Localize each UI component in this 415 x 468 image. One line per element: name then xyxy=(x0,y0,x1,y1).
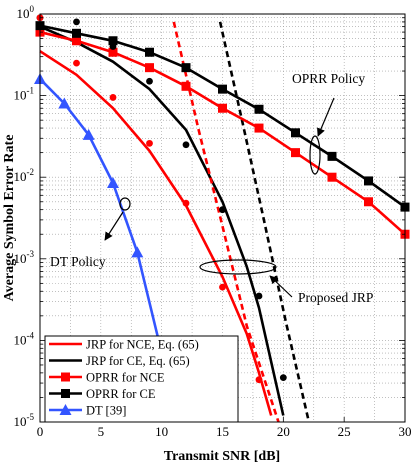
legend-label: OPRR for NCE xyxy=(86,371,165,385)
series-line xyxy=(39,25,285,416)
y-tick-label: 100 xyxy=(17,4,35,21)
x-tick-label: 0 xyxy=(37,424,44,439)
series-marker-square xyxy=(291,148,300,158)
series-marker-square xyxy=(108,47,118,57)
x-tick-label: 5 xyxy=(98,424,105,439)
simulation-point xyxy=(255,376,263,384)
oprr-policy-arrow xyxy=(317,97,335,137)
simulation-point xyxy=(255,292,263,300)
series-marker-square xyxy=(61,372,70,382)
series-marker-square xyxy=(364,197,373,207)
series-1 xyxy=(39,25,285,416)
series-marker-square xyxy=(218,84,227,94)
series-marker-triangle xyxy=(107,176,119,188)
annotations: OPRR Policy DT Policy Proposed JRP xyxy=(50,71,373,305)
series-line xyxy=(39,77,163,354)
simulation-points-0 xyxy=(36,14,287,382)
series-marker-square xyxy=(254,123,264,133)
annotation-dt-policy: DT Policy xyxy=(50,254,106,269)
legend-item: JRP for NCE, Eq. (65) xyxy=(49,338,199,352)
series-marker-square xyxy=(254,104,264,114)
simulation-point xyxy=(146,139,153,147)
x-tick-label: 10 xyxy=(155,424,168,439)
oprr-policy-ellipse xyxy=(309,135,321,175)
legend-label: DT [39] xyxy=(86,404,126,418)
legend-label: JRP for NCE, Eq. (65) xyxy=(86,338,199,352)
series-marker-square xyxy=(72,28,81,38)
series-marker-triangle xyxy=(59,404,72,415)
legend-item: JRP for CE, Eq. (65) xyxy=(49,354,190,368)
legend-item: OPRR for CE xyxy=(49,387,156,401)
series-marker-square xyxy=(218,103,227,113)
legend-label: JRP for CE, Eq. (65) xyxy=(86,354,190,368)
simulation-point xyxy=(219,283,226,291)
series-marker-triangle xyxy=(82,128,95,140)
simulation-point xyxy=(109,43,117,50)
simulation-point xyxy=(279,374,287,382)
annotation-oprr-policy: OPRR Policy xyxy=(292,71,365,86)
simulation-point xyxy=(182,199,190,207)
series-marker-square xyxy=(181,63,191,73)
dt-policy-ellipse xyxy=(119,197,131,211)
simulation-point xyxy=(73,59,80,67)
legend-item: OPRR for NCE xyxy=(49,371,165,385)
axis-ticks: 0 5 10 15 20 25 30 10-5 10-4 10-3 10-2 10-1 100 xyxy=(14,4,412,439)
series-marker-square xyxy=(327,151,337,161)
plot-content xyxy=(34,14,410,423)
y-tick-label: 10-2 xyxy=(14,167,35,184)
dt-policy-arrow xyxy=(104,211,124,241)
series-marker-square xyxy=(291,128,300,138)
series-marker-square xyxy=(181,81,191,91)
legend: JRP for NCE, Eq. (65) JRP for CE, Eq. (65… xyxy=(44,335,239,423)
simulation-point xyxy=(182,141,190,149)
legend-item: DT [39] xyxy=(49,404,126,418)
jrp-ellipse xyxy=(199,259,277,275)
legend-label: OPRR for CE xyxy=(86,387,156,401)
series-line xyxy=(172,21,280,423)
simulation-point xyxy=(219,206,226,214)
x-tick-label: 30 xyxy=(399,424,412,439)
y-tick-label: 10-3 xyxy=(14,249,35,266)
annotation-proposed-jrp: Proposed JRP xyxy=(298,290,373,305)
series-marker-square xyxy=(327,172,337,182)
x-tick-label: 20 xyxy=(277,424,290,439)
series-3 xyxy=(218,21,311,423)
simulation-points-1 xyxy=(36,14,263,384)
simulation-point xyxy=(73,18,80,26)
series-marker-square xyxy=(145,63,154,73)
series-marker-square xyxy=(108,36,118,46)
simulation-point xyxy=(146,77,153,85)
series-marker-square xyxy=(72,36,81,46)
series-line xyxy=(218,21,311,423)
series-marker-triangle xyxy=(58,97,71,109)
series-marker-square xyxy=(364,176,373,186)
simulation-point xyxy=(109,94,117,101)
x-tick-label: 25 xyxy=(338,424,351,439)
x-tick-label: 15 xyxy=(216,424,229,439)
jrp-arrow xyxy=(269,275,293,298)
y-tick-label: 10-4 xyxy=(14,330,35,347)
y-tick-label: 10-1 xyxy=(14,86,35,103)
series-marker-square xyxy=(61,389,70,398)
legend-box xyxy=(44,335,239,423)
series-marker-triangle xyxy=(131,246,144,258)
y-tick-label: 10-5 xyxy=(14,412,35,429)
series-2 xyxy=(172,21,280,423)
y-axis-title: Average Symbol Error Rate xyxy=(2,135,17,302)
series-marker-square xyxy=(145,47,154,57)
x-axis-title: Transmit SNR [dB] xyxy=(164,449,280,464)
